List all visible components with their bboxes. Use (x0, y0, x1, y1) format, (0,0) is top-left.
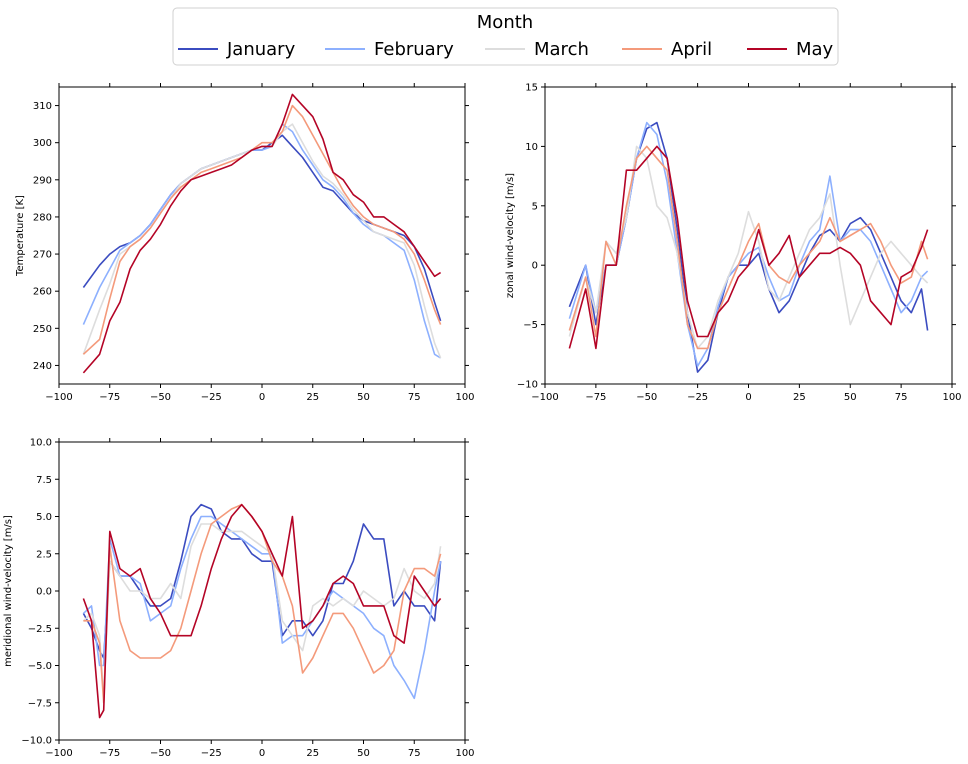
temperature-ytick-label: 290 (33, 175, 52, 186)
temperature-xtick-label: −50 (150, 392, 171, 403)
temperature-ytick-label: 240 (33, 361, 52, 372)
zonal-wind-xtick-label: 75 (895, 392, 908, 403)
legend-label-march: March (534, 39, 589, 60)
zonal-wind-line-february (568, 121, 929, 368)
temperature-line-may (82, 93, 442, 374)
temperature-xtick-label: 75 (408, 392, 421, 403)
zonal-wind-frame (544, 86, 953, 385)
meridional-wind-ytick-label: −2.5 (28, 624, 52, 635)
meridional-wind-ytick-label: −10.0 (21, 736, 52, 747)
temperature-ytick-label: 250 (33, 324, 52, 335)
meridional-wind-xtick-label: 25 (306, 748, 319, 759)
legend-label-january: January (226, 39, 296, 60)
temperature-ytick-label: 300 (33, 138, 52, 149)
legend-title: Month (477, 12, 533, 33)
meridional-wind-ylabel: meridional wind-velocity [m/s] (3, 515, 14, 667)
zonal-wind-ytick-label: 10 (525, 142, 538, 153)
meridional-wind-ytick-label: 7.5 (36, 475, 52, 486)
zonal-wind-xtick-label: 25 (793, 392, 806, 403)
zonal-wind-series (568, 121, 929, 373)
legend-frame (172, 7, 839, 66)
temperature-ytick-label: 310 (33, 101, 52, 112)
zonal-wind-xtick-label: 50 (844, 392, 857, 403)
zonal-wind-xtick-label: −100 (531, 392, 558, 403)
temperature-xtick-label: −25 (201, 392, 222, 403)
temperature-line-april (82, 104, 442, 355)
temperature-ylabel: Temperature [K] (15, 195, 26, 277)
temperature-xtick-label: −75 (99, 392, 120, 403)
meridional-wind-ytick-label: −7.5 (28, 698, 52, 709)
meridional-wind-line-march (82, 523, 442, 697)
zonal-wind-line-may (568, 145, 929, 350)
temperature-ytick-label: 260 (33, 287, 52, 298)
meridional-wind-xtick-label: −100 (45, 748, 72, 759)
legend-entries: January February March April May (178, 39, 834, 60)
meridional-wind-line-february (82, 515, 442, 700)
meridional-wind-ytick-label: 10.0 (30, 438, 52, 449)
meridional-wind-ytick-label: −5.0 (28, 661, 52, 672)
meridional-wind-xtick-label: −50 (150, 748, 171, 759)
meridional-wind-xtick-label: 100 (455, 748, 474, 759)
legend-label-may: May (796, 39, 834, 60)
meridional-wind-xtick-label: 75 (408, 748, 421, 759)
zonal-wind-xtick-label: −25 (687, 392, 708, 403)
temperature-ytick-label: 280 (33, 212, 52, 223)
zonal-wind-xtick-label: −75 (585, 392, 606, 403)
meridional-wind-xtick-label: 50 (357, 748, 370, 759)
zonal-wind-xtick-label: 0 (745, 392, 751, 403)
zonal-wind-line-april (568, 145, 929, 350)
meridional-wind-line-may (82, 503, 442, 719)
temperature-line-january (82, 134, 442, 322)
meridional-wind-xtick-label: −75 (99, 748, 120, 759)
zonal-wind-ytick-label: 15 (525, 83, 538, 94)
zonal-wind-line-march (568, 145, 929, 350)
zonal-wind-ytick-label: 5 (532, 201, 538, 212)
zonal-wind-xtick-label: 100 (942, 392, 961, 403)
zonal-wind-panel: −100 −75 −50 −25 0 25 50 75 100−10−5051015zonal … (505, 83, 962, 404)
temperature-xtick-label: 0 (259, 392, 265, 403)
temperature-ytick-label: 270 (33, 250, 52, 261)
meridional-wind-ytick-label: 5.0 (36, 512, 52, 523)
temperature-xtick-label: 25 (306, 392, 319, 403)
temperature-series (82, 93, 442, 374)
meridional-wind-xtick-label: −25 (201, 748, 222, 759)
zonal-wind-ytick-label: −10 (517, 380, 538, 391)
meridional-wind-panel: −100 −75 −50 −25 0 25 50 75 100 −10.0 −7.5 −5.0 −2.5… (3, 438, 475, 760)
temperature-xtick-label: 50 (357, 392, 370, 403)
meridional-wind-series (82, 503, 442, 719)
meridional-wind-line-january (82, 503, 442, 659)
legend-label-february: February (374, 39, 454, 60)
legend-label-april: April (671, 39, 712, 60)
meridional-wind-ytick-label: 0.0 (36, 587, 52, 598)
zonal-wind-xtick-label: −50 (636, 392, 657, 403)
zonal-wind-ylabel: zonal wind-velocity [m/s] (505, 173, 516, 298)
meridional-wind-ytick-label: 2.5 (36, 549, 52, 560)
temperature-xtick-label: 100 (455, 392, 474, 403)
legend: Month January February March April May (172, 7, 839, 66)
zonal-wind-ytick-label: 0 (532, 261, 538, 272)
temperature-panel: −100 −75 −50 −25 0 25 50 75 100 240 250 260 270 280 29… (15, 83, 475, 403)
temperature-xtick-label: −100 (45, 392, 72, 403)
zonal-wind-ytick-label: −5 (523, 320, 538, 331)
meridional-wind-xtick-label: 0 (259, 748, 265, 759)
